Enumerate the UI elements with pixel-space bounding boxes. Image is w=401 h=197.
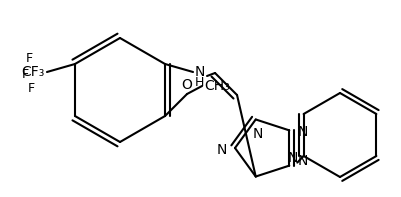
Text: F: F <box>21 68 28 81</box>
Text: O: O <box>181 78 192 92</box>
Text: H: H <box>194 75 204 88</box>
Text: CH₃: CH₃ <box>204 79 229 93</box>
Text: N: N <box>287 151 297 165</box>
Text: N: N <box>296 125 307 139</box>
Text: F: F <box>27 82 34 95</box>
Text: F: F <box>25 51 32 64</box>
Text: CF₃: CF₃ <box>22 65 45 79</box>
Text: N: N <box>216 143 227 157</box>
Text: N: N <box>194 65 205 79</box>
Text: N: N <box>296 154 307 168</box>
Text: N: N <box>252 127 262 141</box>
